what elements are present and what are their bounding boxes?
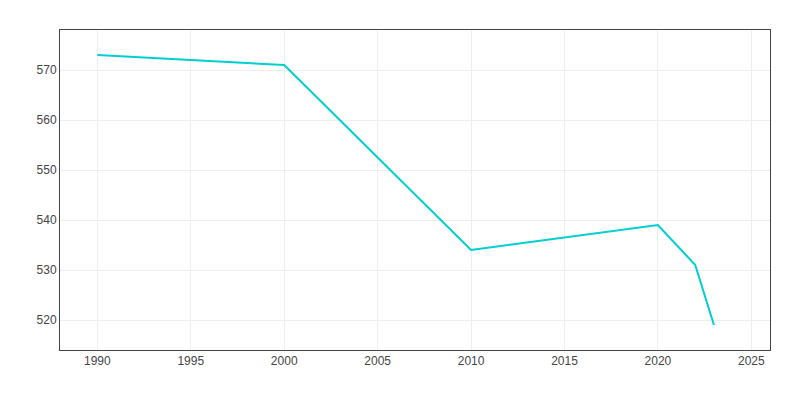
svg-text:2015: 2015 — [551, 354, 578, 368]
svg-text:530: 530 — [37, 263, 57, 277]
svg-text:2000: 2000 — [271, 354, 298, 368]
svg-text:1990: 1990 — [84, 354, 111, 368]
svg-text:2025: 2025 — [738, 354, 765, 368]
svg-text:520: 520 — [37, 313, 57, 327]
svg-text:550: 550 — [37, 163, 57, 177]
svg-text:1995: 1995 — [177, 354, 204, 368]
svg-text:2010: 2010 — [458, 354, 485, 368]
svg-text:570: 570 — [37, 63, 57, 77]
svg-text:2005: 2005 — [364, 354, 391, 368]
svg-text:540: 540 — [37, 213, 57, 227]
svg-text:2020: 2020 — [645, 354, 672, 368]
svg-text:560: 560 — [37, 113, 57, 127]
